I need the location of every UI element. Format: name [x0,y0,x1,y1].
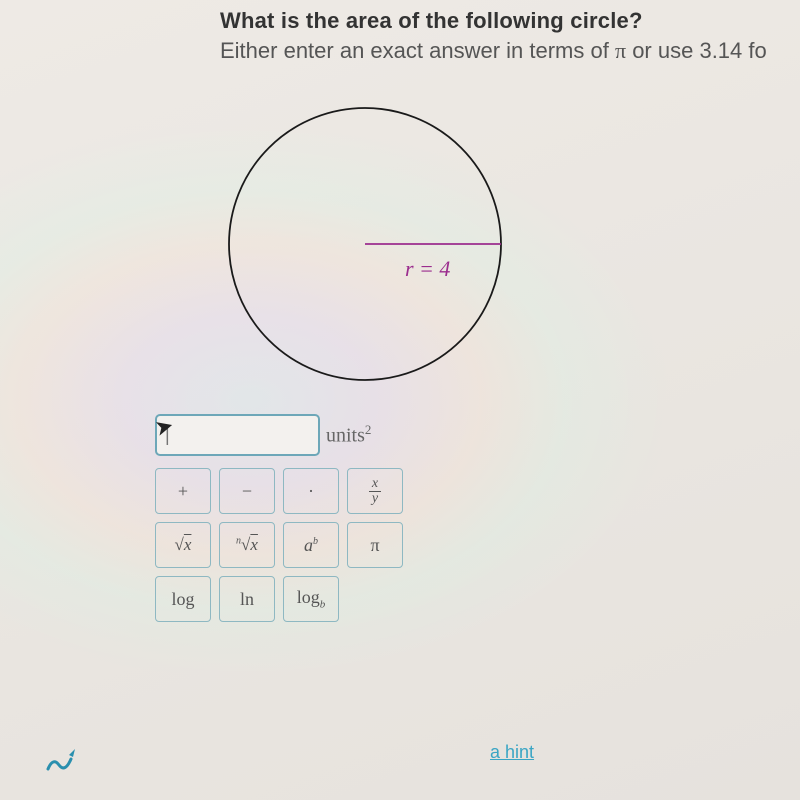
subtitle-suffix: fo [742,38,766,63]
pi-approx: 3.14 [699,38,742,63]
radius-label: r = 4 [405,256,450,281]
key-nroot[interactable]: n√x [219,522,275,568]
question-title: What is the area of the following circle… [220,8,800,34]
logb-text: log [297,587,320,607]
scribble-icon[interactable] [45,747,77,782]
key-power[interactable]: ab [283,522,339,568]
content-area: What is the area of the following circle… [0,0,800,622]
scribble-svg [45,747,77,775]
key-plus-label: + [178,481,188,502]
sqrt-icon: √x [175,535,192,555]
sqrt-sym: √ [175,535,184,554]
key-minus[interactable]: − [219,468,275,514]
answer-area: ➤ units2 + − · x y √x n√x [155,414,800,622]
answer-row: units2 [155,414,800,456]
key-logb[interactable]: logb [283,576,339,622]
nroot-rad: x [250,535,258,554]
key-minus-label: − [242,481,252,502]
math-keypad: + − · x y √x n√x ab π log ln logb [155,468,800,622]
frac-den: y [372,492,378,506]
power-exp: b [313,536,318,547]
circle-svg: r = 4 [225,104,505,384]
key-pi-label: π [370,535,379,556]
frac-num: x [369,477,381,492]
fraction-icon: x y [369,477,381,506]
sqrt-rad: x [184,535,192,554]
power-icon: ab [304,535,318,556]
question-subtitle: Either enter an exact answer in terms of… [220,38,800,64]
key-ln[interactable]: ln [219,576,275,622]
circle-figure: r = 4 [225,104,505,384]
units-text: units [326,425,365,447]
logb-sub: b [320,599,326,611]
key-dot-label: · [308,481,314,502]
hint-link[interactable]: a hint [490,742,534,763]
key-fraction[interactable]: x y [347,468,403,514]
nroot-icon: n√x [236,535,258,555]
key-log-label: log [171,589,194,610]
subtitle-mid: or use [626,38,699,63]
key-pi[interactable]: π [347,522,403,568]
key-sqrt[interactable]: √x [155,522,211,568]
nroot-sym: √ [241,535,250,554]
power-base: a [304,535,313,555]
pi-symbol: π [615,38,626,63]
key-log[interactable]: log [155,576,211,622]
key-ln-label: ln [240,589,254,610]
key-plus[interactable]: + [155,468,211,514]
units-exp: 2 [365,422,372,437]
units-label: units2 [326,422,371,448]
answer-input[interactable] [155,414,320,456]
subtitle-prefix: Either enter an exact answer in terms of [220,38,615,63]
key-dot[interactable]: · [283,468,339,514]
logb-icon: logb [297,587,326,611]
